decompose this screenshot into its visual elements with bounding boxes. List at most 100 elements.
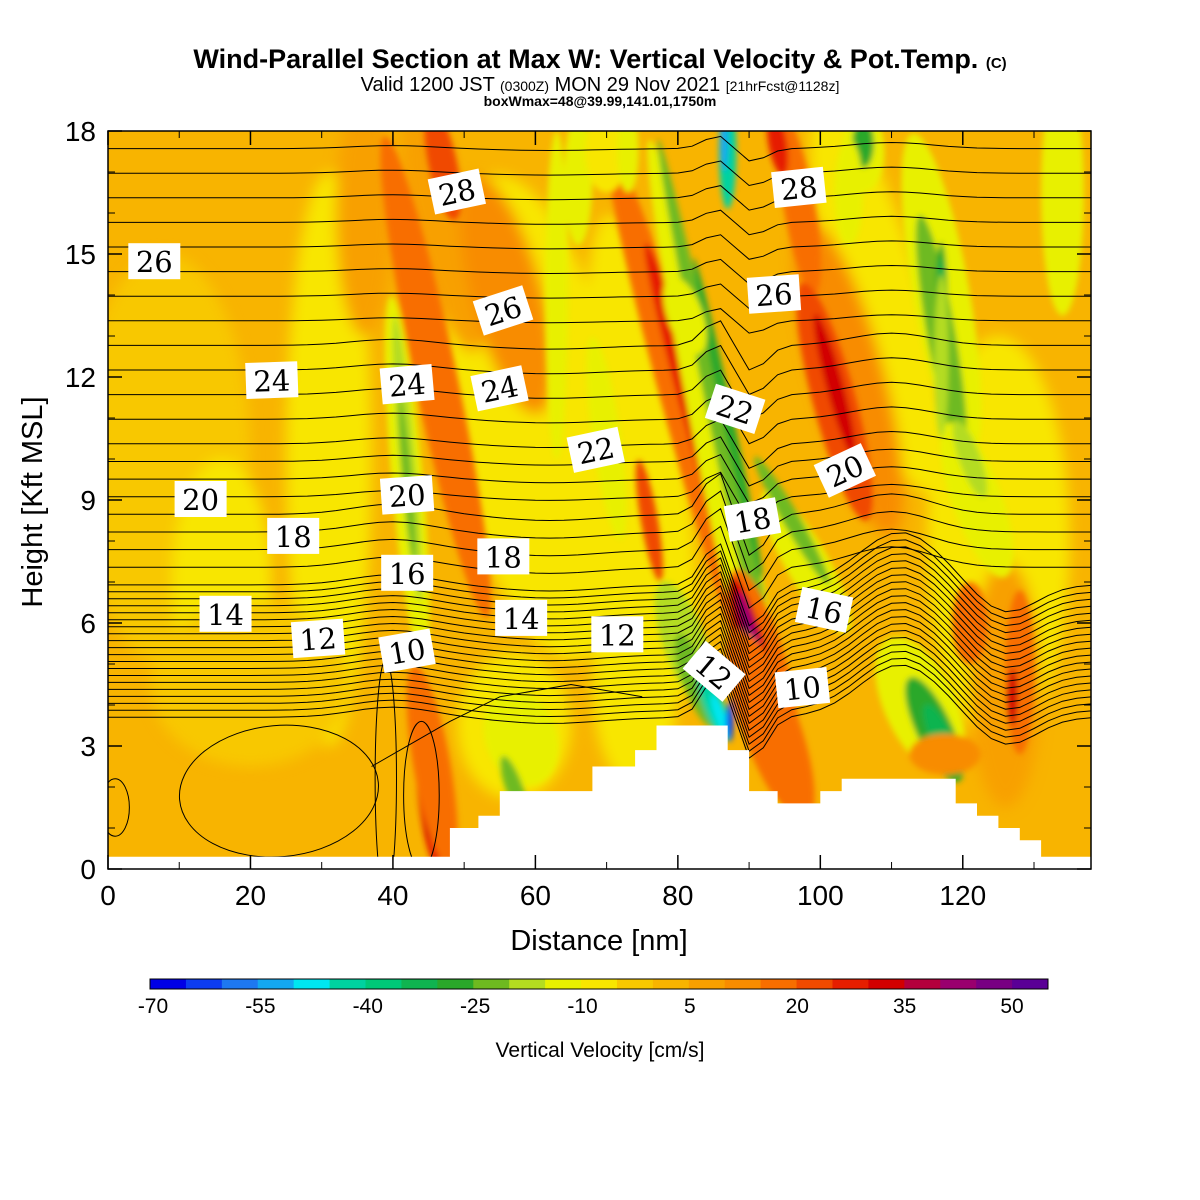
theta-contour [108,320,1091,371]
contour-label-text: 24 [253,363,291,398]
contour-label-box [813,443,876,498]
contour-label-box [378,628,436,673]
theta-contour [108,636,1091,732]
contour-label-box [174,481,227,517]
colorbar-swatch [329,979,367,989]
y-tick-label: 18 [65,116,96,147]
theta-contour [371,683,643,767]
contour-label: 12 [591,616,644,653]
contour-label: 10 [774,666,831,709]
contour-label-box [704,383,766,435]
colorbar-tick-label: -25 [460,995,490,1018]
contour-label-text: 14 [207,598,244,632]
colorbar-swatch [652,979,690,989]
colorbar-swatch [724,979,762,989]
contour-label-box [427,168,487,215]
theta-contour [108,234,1091,260]
y-tick-label: 12 [65,362,96,393]
contour-label-box [379,475,435,515]
contour-label-text: 22 [574,430,617,471]
contour-label-box [470,365,529,412]
x-tick-label: 40 [377,880,408,911]
theta-contour [108,629,1091,725]
colorbar-swatch [257,979,295,989]
contour-label-box [566,426,625,473]
colorbar-tick-label: -40 [353,995,383,1018]
y-tick-label: 6 [80,608,96,639]
y-tick-label: 0 [80,854,96,885]
contour-label: 14 [495,599,548,636]
velocity-cell [585,131,628,193]
colorbar-swatch [832,979,869,989]
theta-contour [178,724,379,858]
terrain [108,725,1091,869]
colorbar-swatch [437,979,474,989]
velocity-cell [940,422,1014,578]
colorbar-swatch [473,979,510,989]
y-tick-label: 9 [80,485,96,516]
contour-label-box [477,538,530,575]
colorbar-swatch [760,979,798,989]
contour-label: 20 [379,475,435,515]
theta-contour [108,778,130,837]
contour-label-box [379,364,435,405]
contour-label-text: 26 [136,245,173,279]
theta-contour [108,185,1091,211]
theta-contour [108,657,1091,753]
colorbar-tick-label: -70 [138,995,168,1018]
velocity-cell [726,700,734,742]
contour-label: 26 [128,243,181,280]
contour-label: 12 [290,618,346,659]
contour-label: 16 [794,586,854,633]
velocity-cell [766,131,789,176]
velocity-cell [909,733,981,775]
contour-label-text: 26 [754,277,793,313]
contour-label-text: 14 [503,602,540,636]
chart-subtitle: Valid 1200 JST (0300Z) MON 29 Nov 2021 [… [360,74,840,96]
contour-label: 16 [381,554,434,591]
colorbar-swatch [221,979,259,989]
x-tick-label: 20 [235,880,266,911]
colorbar-swatch [545,979,582,989]
potential-temperature-contours [108,135,1091,869]
contour-label-box [771,166,827,209]
contour-label-box [746,274,802,314]
velocity-cell [545,131,569,459]
colorbar-swatch [581,979,618,989]
contour-label-text: 20 [182,483,219,517]
theta-contour [108,532,1091,627]
contour-label-text: 16 [389,557,426,591]
velocity-cell [335,131,393,336]
velocity-cell [726,628,815,823]
contour-label: 14 [199,595,252,632]
velocity-cell [813,313,856,457]
colorbar-swatch [401,979,438,989]
contour-label: 28 [771,166,827,209]
contour-label-box [472,285,534,336]
velocity-cell [400,131,485,353]
colorbar-swatch [185,979,223,989]
colorbar-swatch [293,979,331,989]
contour-label-text: 24 [478,369,521,410]
contour-label-text: 12 [599,618,636,652]
contour-label-text: 10 [386,632,428,672]
contour-label-box [794,586,854,633]
x-tick-label: 100 [797,880,844,911]
theta-contour [108,553,1091,648]
contour-label-text: 18 [485,540,522,574]
contour-label-box [495,599,548,636]
contour-label-box [774,666,831,709]
colorbar-swatch [940,979,977,989]
chart-subtitle-2: boxWmax=48@39.99,141.01,1750m [483,93,717,109]
colorbar-frame [149,978,1049,990]
colorbar-swatch [509,979,546,989]
velocity-cell [380,136,491,618]
theta-contour [108,135,1091,162]
contour-label: 24 [379,364,435,405]
axis-ticks: 0 20 40 60 80 100 120 0 3 6 9 12 15 18 [65,116,1091,911]
colorbar-tick-label: 35 [893,995,916,1018]
x-axis-label: Distance [nm] [510,925,687,957]
y-axis-label: Height [Kft MSL] [17,396,49,607]
